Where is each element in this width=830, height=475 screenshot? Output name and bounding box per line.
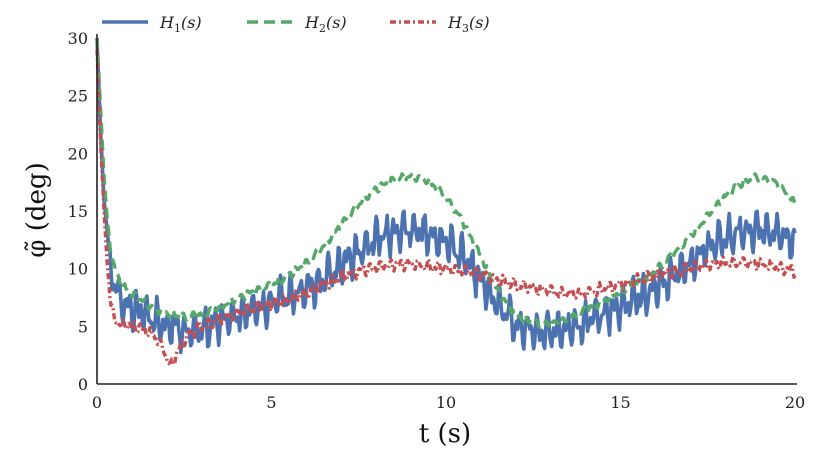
tick-labels: 0 5 10 15 20 0 5 10 15 20 25 30 bbox=[68, 29, 806, 412]
y-tick-label: 0 bbox=[78, 375, 88, 394]
x-tick-label: 15 bbox=[610, 393, 630, 412]
legend-label-arg: (s) bbox=[326, 13, 347, 32]
series-line-2 bbox=[95, 37, 797, 330]
legend-label-arg: (s) bbox=[181, 13, 202, 32]
y-tick-label: 25 bbox=[68, 87, 88, 106]
legend-label-2: H2(s) bbox=[304, 13, 347, 35]
legend-label-main: H bbox=[447, 13, 463, 32]
y-axis-title: φ̃ (deg) bbox=[22, 162, 52, 257]
legend-label-main: H bbox=[159, 13, 175, 32]
series-line-3 bbox=[95, 49, 797, 367]
legend-label-arg: (s) bbox=[469, 13, 490, 32]
legend-label-main: H bbox=[304, 13, 320, 32]
y-tick-label: 5 bbox=[78, 317, 88, 336]
series-layer bbox=[95, 37, 797, 367]
series-line-1 bbox=[95, 37, 797, 355]
legend: H1(s) H2(s) H3(s) bbox=[102, 13, 490, 35]
x-tick-label: 0 bbox=[92, 393, 102, 412]
x-tick-label: 5 bbox=[266, 393, 276, 412]
y-tick-label: 10 bbox=[68, 260, 88, 279]
legend-label-sub: 1 bbox=[174, 22, 181, 35]
x-tick-label: 10 bbox=[436, 393, 456, 412]
legend-label-3: H3(s) bbox=[447, 13, 490, 35]
legend-label-sub: 3 bbox=[462, 22, 469, 35]
y-tick-label: 30 bbox=[68, 29, 88, 48]
legend-label-sub: 2 bbox=[319, 22, 326, 35]
axes bbox=[96, 34, 797, 385]
y-tick-label: 15 bbox=[68, 202, 88, 221]
legend-label-1: H1(s) bbox=[159, 13, 202, 35]
y-tick-label: 20 bbox=[68, 144, 88, 163]
x-axis-title: t (s) bbox=[419, 419, 471, 449]
x-tick-label: 20 bbox=[785, 393, 805, 412]
